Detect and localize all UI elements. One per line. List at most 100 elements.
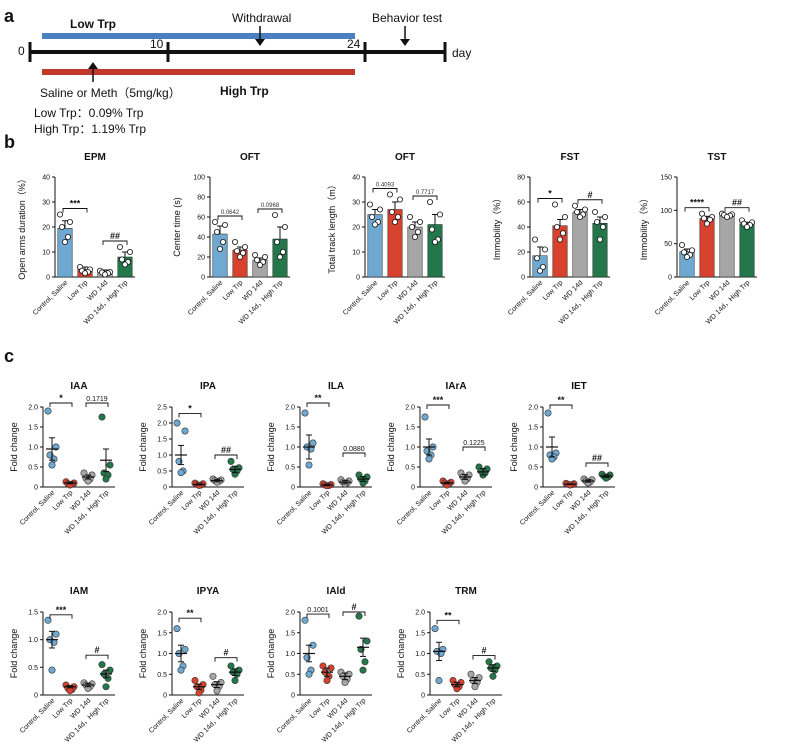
timeline: Low Trp 0 10 24 day Withdrawal Behavior … <box>18 11 471 136</box>
sig-bracket-iam-0 <box>49 614 73 619</box>
y-tick-label-iet-1: 0.5 <box>528 465 538 472</box>
point-trm-3-4 <box>489 672 497 680</box>
sig-label-iam-1: # <box>94 645 99 655</box>
point-epm-0-2 <box>59 223 66 230</box>
point-oft_track-1-0 <box>386 191 393 198</box>
withdrawal-label: Withdrawal <box>232 11 291 25</box>
y-tick-label-iara-4: 2.0 <box>405 405 415 412</box>
sig-label-fst-1: # <box>587 190 592 200</box>
sig-label-epm-0: *** <box>70 199 81 209</box>
chart-title-oft_track: OFT <box>395 152 415 163</box>
y-tick-label-epm-0: 0 <box>46 275 50 282</box>
y-tick-label-ipya-0: 0 <box>163 693 167 700</box>
sig-bracket-oft_center-1 <box>257 208 283 213</box>
sig-label-iam-0: *** <box>56 605 67 615</box>
point-fst-1-1 <box>562 213 569 220</box>
chart-title-tst: TST <box>708 152 727 163</box>
chart-title-fst: FST <box>561 152 580 163</box>
y-tick-label-ipa-4: 2.0 <box>157 421 167 428</box>
sig-bracket-tst-0 <box>684 207 710 212</box>
sig-bracket-oft_center-0 <box>217 215 243 220</box>
sig-bracket-iam-1 <box>85 654 109 660</box>
chart-ila: ILA 0 0.5 1.0 1.5 2.0 Fold change Control, Sali… <box>266 381 372 536</box>
point-iaa-3-0 <box>98 413 106 421</box>
point-epm-3-0 <box>117 243 124 250</box>
y-tick-label-oft_center-2: 40 <box>197 235 205 242</box>
point-ipa-0-4 <box>177 469 185 477</box>
y-tick-label-oft_center-0: 0 <box>201 275 205 282</box>
sig-label-ila-1: 0.0880 <box>343 446 365 453</box>
chart-iaa: IAA 0 0.5 1.0 1.5 2.0 Fold change Control, Sali… <box>9 381 115 536</box>
point-ipa-0-1 <box>181 427 189 435</box>
sig-bracket-ipya-1 <box>214 657 238 662</box>
low-trp-bar <box>42 33 355 39</box>
y-tick-label-ipya-4: 2.0 <box>157 610 167 617</box>
y-label-ipya: Fold change <box>138 629 148 679</box>
sig-label-iald-0: 0.1001 <box>307 607 329 614</box>
y-tick-label-iald-1: 0.5 <box>285 672 295 679</box>
sig-bracket-iara-0 <box>426 404 450 409</box>
y-label-tst: Immobility（%） <box>639 194 649 261</box>
point-trm-2-4 <box>471 683 479 691</box>
point-oft_center-2-4 <box>256 261 263 268</box>
point-fst-3-3 <box>600 223 607 230</box>
point-tst-3-4 <box>744 223 751 230</box>
point-fst-0-4 <box>537 267 544 274</box>
point-fst-2-4 <box>577 213 584 220</box>
point-oft_track-2-3 <box>414 228 421 235</box>
category-label-iara-0: Control, Saline <box>396 489 433 526</box>
behavior-arrowhead <box>400 39 410 46</box>
sig-label-ipa-1: ## <box>221 445 231 455</box>
y-tick-label-iam-1: 0.5 <box>28 665 38 672</box>
chart-title-iam: IAM <box>70 586 88 597</box>
sig-label-oft_track-0: 0.4093 <box>376 183 395 189</box>
high-dose-label: High Trp：1.19% Trp <box>34 122 146 136</box>
y-tick-label-iald-4: 2.0 <box>285 610 295 617</box>
point-iaa-0-4 <box>48 461 56 469</box>
bar-oft_track-3 <box>427 224 443 278</box>
y-tick-label-iara-2: 1.0 <box>405 445 415 452</box>
y-tick-label-fst-0: 0 <box>521 275 525 282</box>
point-iald-3-1 <box>363 637 371 645</box>
sig-label-iet-0: ** <box>557 395 565 405</box>
point-epm-0-0 <box>57 211 64 218</box>
sig-label-ipya-1: # <box>223 648 228 658</box>
y-tick-label-epm-4: 40 <box>42 175 50 182</box>
sig-label-oft_track-1: 0.7717 <box>416 190 435 196</box>
point-iara-0-0 <box>421 413 429 421</box>
point-tst-0-2 <box>681 249 688 256</box>
y-tick-label-ipa-5: 2.5 <box>157 405 167 412</box>
y-label-iaa: Fold change <box>9 422 19 472</box>
sig-bracket-tst-1 <box>724 207 750 212</box>
y-tick-label-ila-3: 1.5 <box>285 425 295 432</box>
y-label-iara: Fold change <box>386 422 396 472</box>
sig-label-iald-1: # <box>351 602 356 612</box>
y-tick-label-iet-0: 0 <box>534 485 538 492</box>
point-iam-0-1 <box>52 630 60 638</box>
point-iet-0-0 <box>544 409 552 417</box>
point-fst-2-2 <box>574 208 581 215</box>
point-iaa-3-4 <box>102 475 110 483</box>
point-ipya-3-0 <box>227 662 235 670</box>
sig-bracket-iaa-0 <box>49 402 73 407</box>
low-dose-label: Low Trp：0.09% Trp <box>34 106 144 120</box>
point-tst-0-4 <box>684 253 691 260</box>
category-label-epm-1: Low Trp <box>67 279 90 302</box>
point-fst-1-3 <box>560 230 567 237</box>
point-ipya-1-0 <box>191 676 199 684</box>
y-tick-label-iald-2: 1.0 <box>285 651 295 658</box>
point-oft_track-1-1 <box>396 196 403 203</box>
chart-ipya: IPYA 0 0.5 1.0 1.5 2.0 Fold change Control, Sal… <box>138 586 244 744</box>
chart-title-ipya: IPYA <box>197 586 219 597</box>
treatment-label: Saline or Meth（5mg/kg） <box>40 86 181 100</box>
y-label-fst: Immobility（%） <box>492 194 502 261</box>
point-oft_track-1-4 <box>391 218 398 225</box>
bar-tst-1 <box>699 218 715 278</box>
y-tick-label-epm-2: 20 <box>42 225 50 232</box>
timeline-unit: day <box>452 46 471 60</box>
point-tst-1-3 <box>707 216 714 223</box>
sig-bracket-iet-0 <box>549 404 573 409</box>
point-fst-3-1 <box>602 213 609 220</box>
bar-tst-2 <box>719 214 735 278</box>
point-epm-0-3 <box>65 233 72 240</box>
